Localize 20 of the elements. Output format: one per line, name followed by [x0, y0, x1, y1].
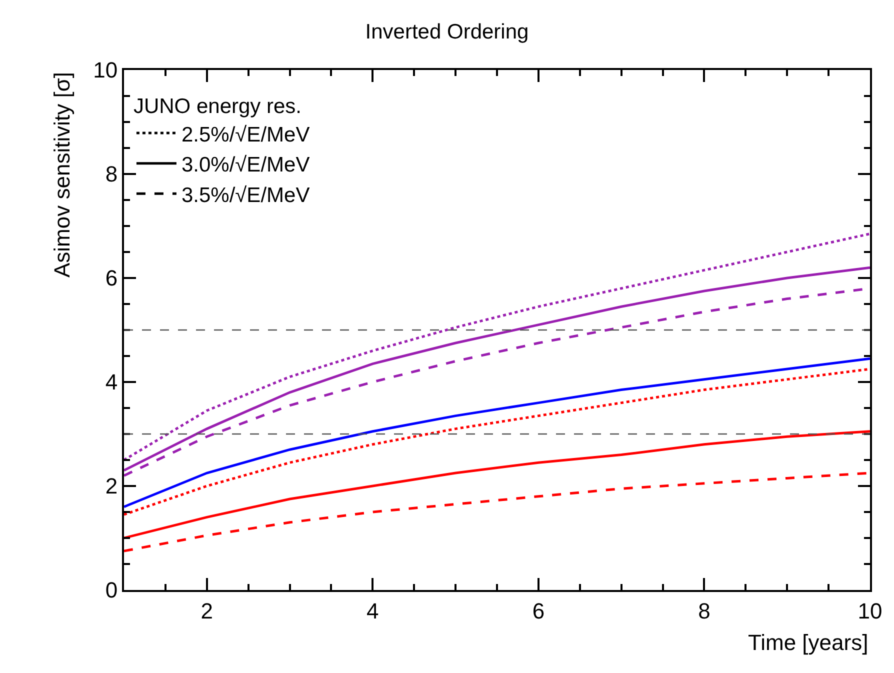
y-tick-label: 4: [105, 370, 118, 395]
y-tick-label: 8: [105, 162, 118, 187]
legend-title: JUNO energy res.: [133, 94, 302, 118]
line-series: [124, 430, 870, 540]
line-series: [124, 232, 870, 462]
y-tick-label: 2: [105, 474, 118, 499]
x-tick-label: 6: [532, 598, 545, 624]
x-tick-label: 10: [858, 598, 882, 624]
chart-title: Inverted Ordering: [365, 20, 529, 44]
y-axis-title: Asimov sensitivity [σ]: [50, 72, 74, 278]
y-tick-label: 0: [105, 578, 118, 603]
x-tick-label: 4: [366, 598, 379, 624]
legend-label: 3.5%/√E/MeV: [181, 184, 310, 207]
y-tick-label: 10: [93, 58, 118, 83]
x-axis-title: Time [years]: [748, 630, 868, 655]
y-tick-label: 6: [105, 266, 118, 291]
legend-label: 2.5%/√E/MeV: [181, 123, 310, 146]
x-tick-label: 2: [200, 598, 214, 624]
x-tick-label: 8: [698, 598, 710, 624]
legend-label: 3.0%/√E/MeV: [181, 154, 310, 177]
